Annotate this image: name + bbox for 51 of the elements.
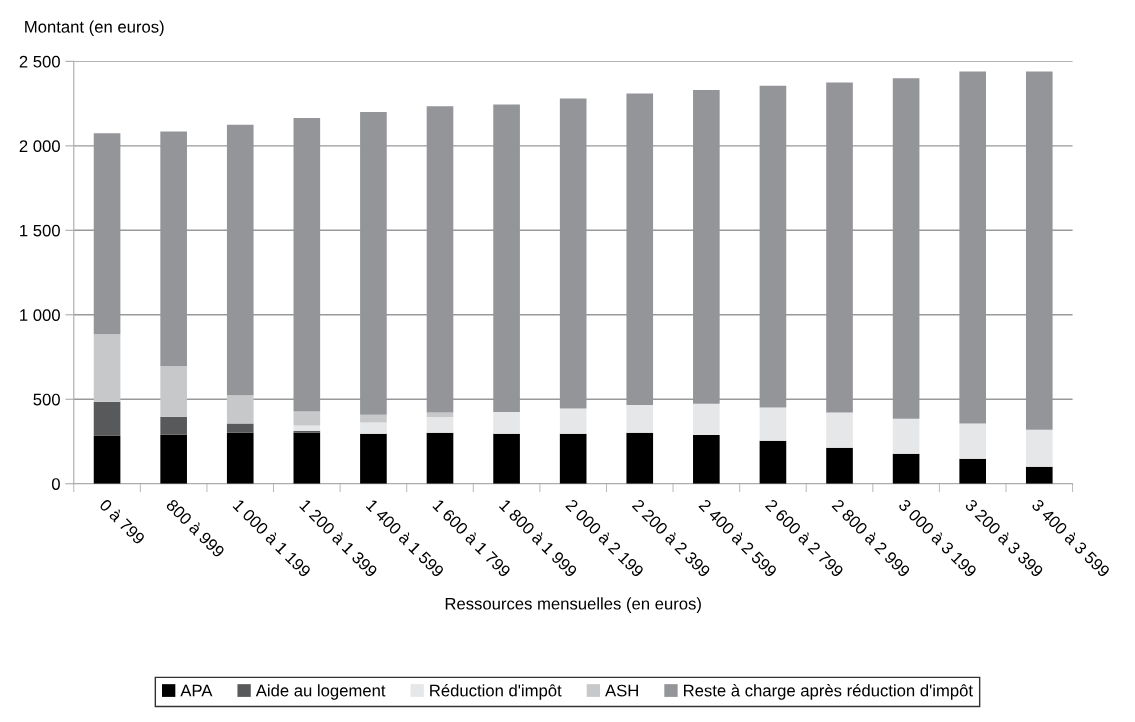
bar [426,432,454,484]
bar [892,453,920,484]
bar [293,430,321,433]
bar [360,422,387,434]
bar [759,407,787,441]
y-tick-label: 2 000 [19,140,60,153]
x-tick-label: 800 à 999 [165,498,226,559]
legend-label: ASH [605,684,638,697]
bar [759,440,787,484]
y-tick-label: 2 500 [19,55,60,68]
bar [226,423,254,433]
legend-label: Réduction d'impôt [430,684,562,700]
bar [892,418,920,454]
bar [559,433,587,484]
bar [426,417,454,433]
bar [826,447,853,484]
legend-label: Aide au logement [255,684,386,700]
bar [360,414,387,423]
bar [959,458,987,484]
x-axis-title: Ressources mensuelles (en euros) [445,597,701,613]
y-tick-label: 1 000 [20,309,60,321]
bar [93,401,121,436]
x-tick-label: 0 à 799 [98,497,146,546]
bar [693,403,720,436]
bar [626,405,654,433]
bar [293,411,321,426]
bar [93,435,121,484]
bar [160,416,187,435]
y-tick-label: 500 [33,393,60,406]
bar [226,432,254,484]
bar [160,366,187,417]
bar [693,435,720,484]
legend-label: APA [180,684,213,697]
bar [493,433,520,484]
bar [226,395,254,424]
bar [626,432,654,484]
bar [293,432,321,484]
bar [360,433,387,484]
bar [93,334,121,402]
y-tick-label: 1 500 [20,224,60,237]
legend-label: Reste à charge après réduction d'impôt [684,684,973,700]
y-axis-title: Montant (en euros) [25,20,164,37]
y-tick-label: 0 [51,478,60,490]
bar [959,423,987,459]
bar [493,411,520,434]
bar [559,408,587,434]
bar [1025,429,1053,467]
bar [826,412,853,448]
bar [160,434,187,484]
bar [1025,466,1053,484]
bar [293,425,321,431]
